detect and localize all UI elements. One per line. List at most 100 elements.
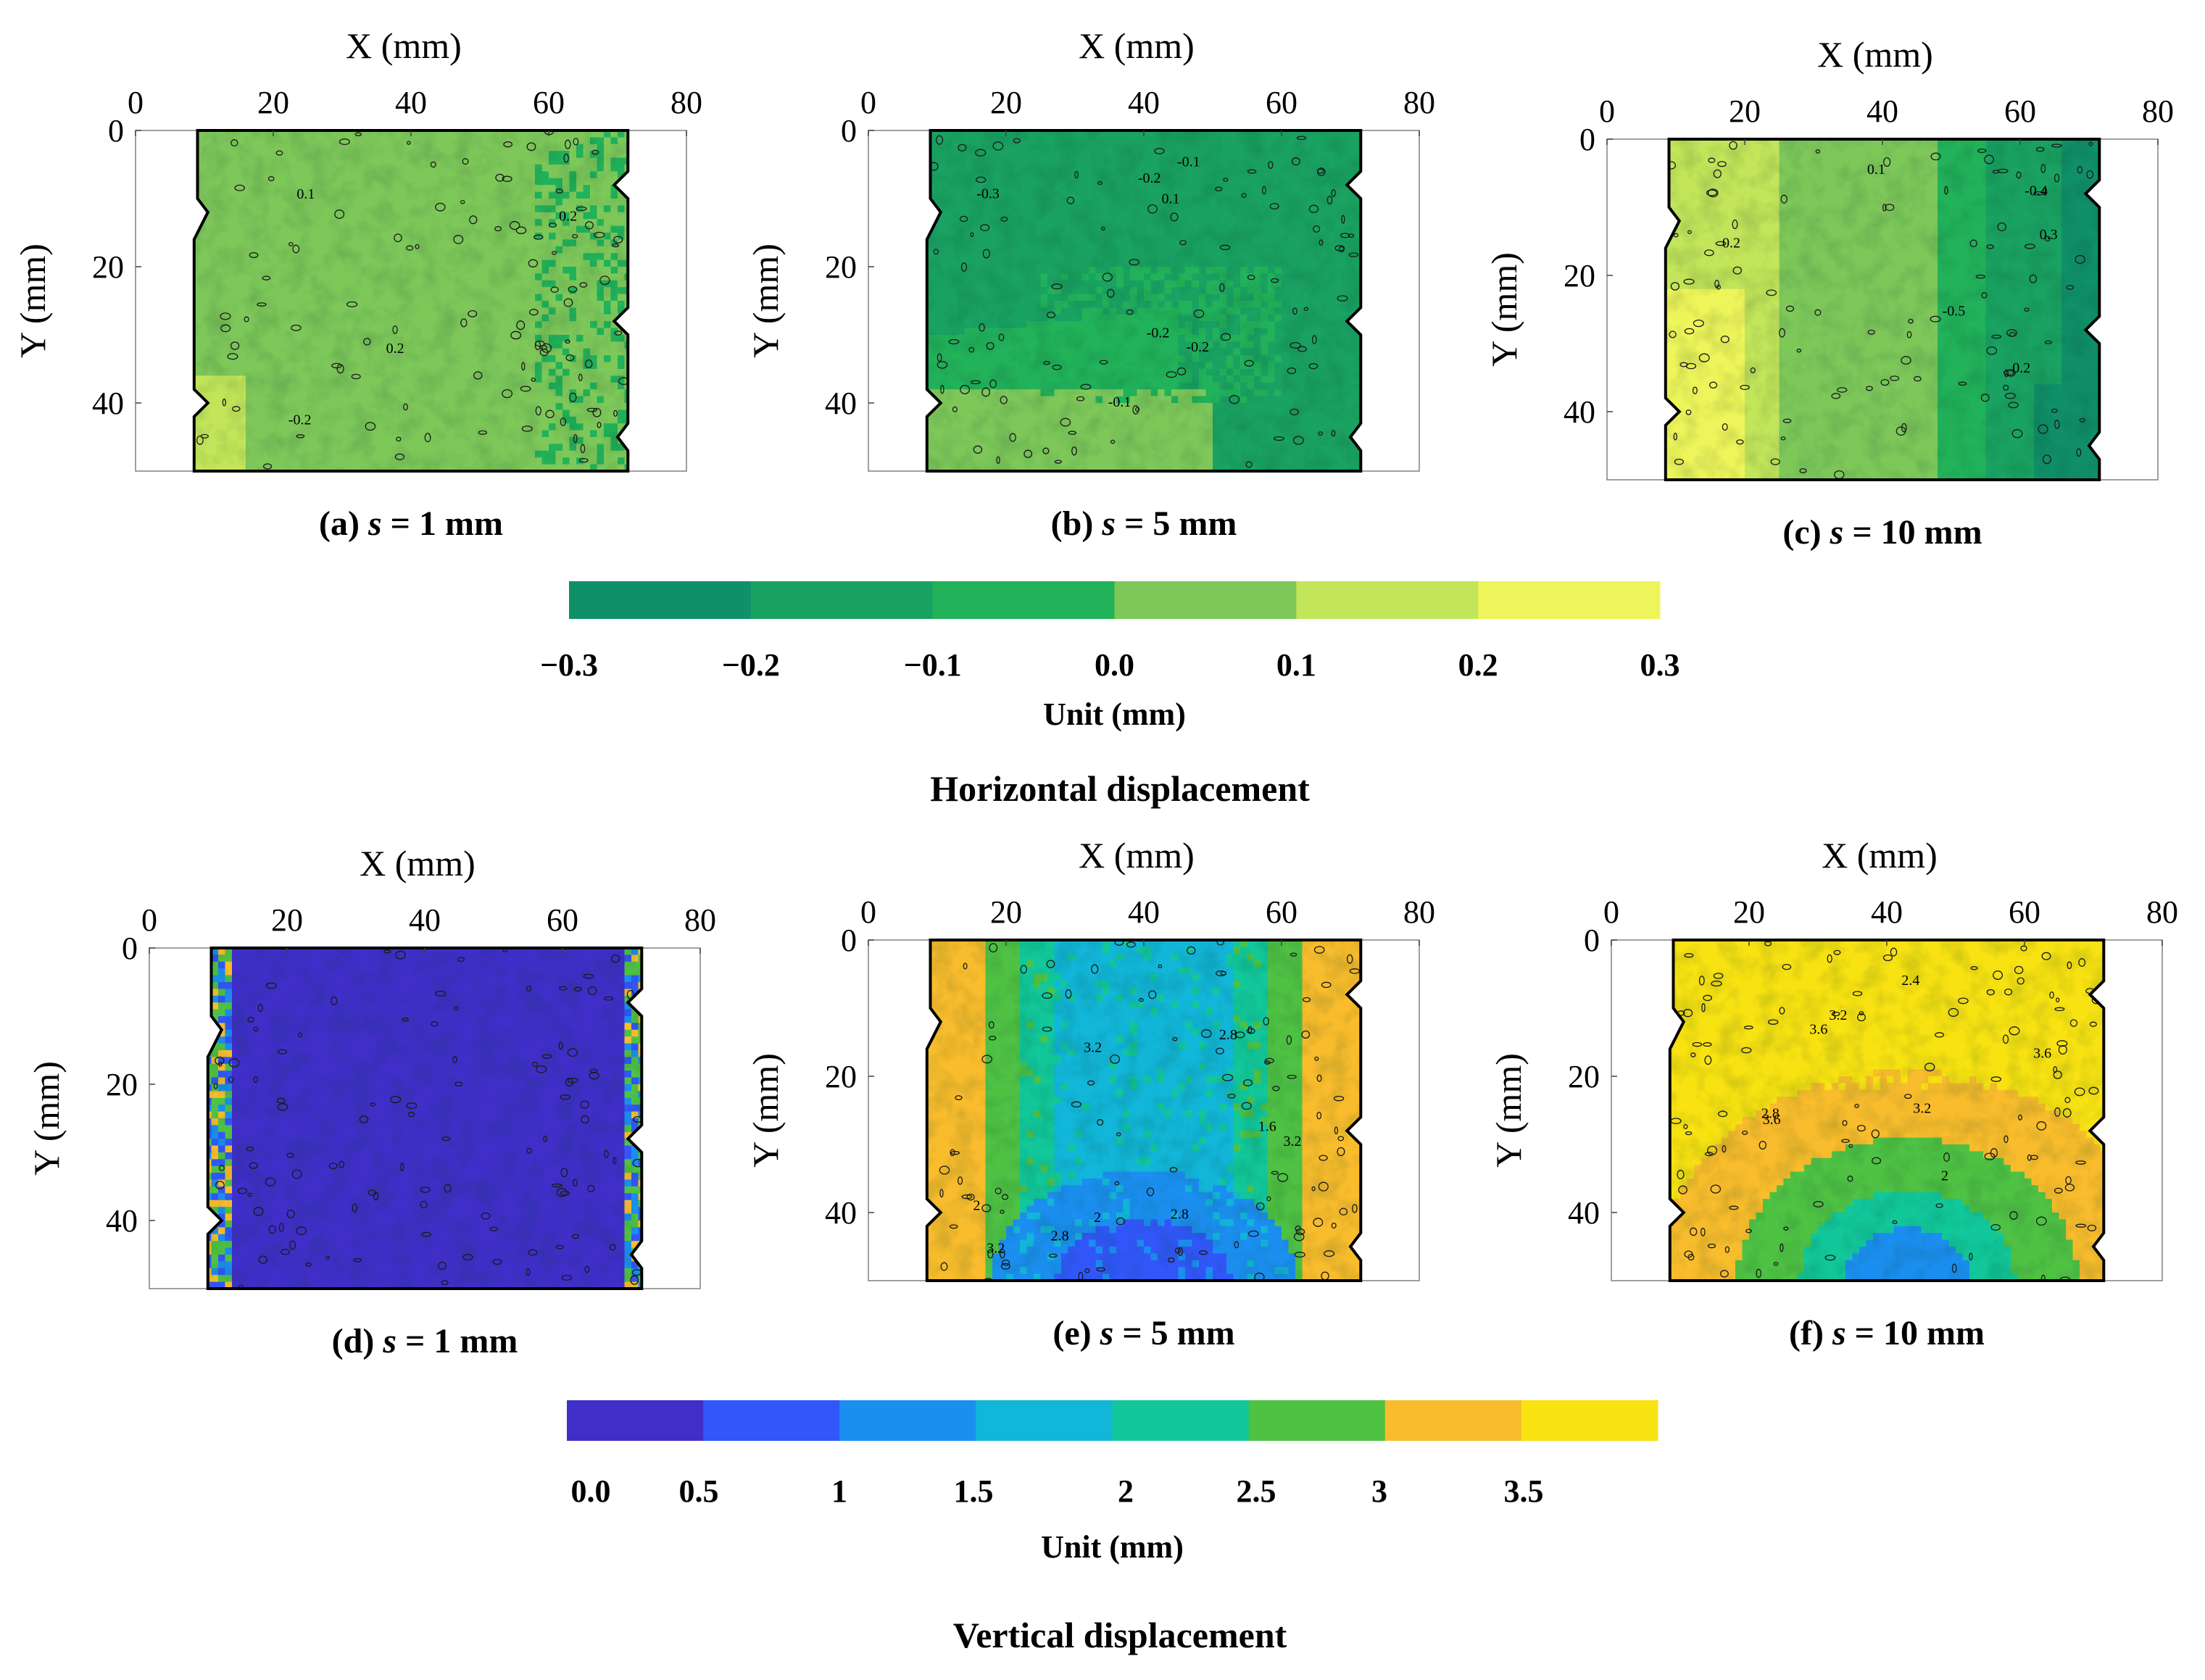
contour-ring [541,343,552,353]
contour-ring [473,371,483,380]
contour-label: 0.2 [386,341,404,357]
texture [194,130,628,471]
contour-label: 0.1 [296,186,315,202]
y-tick-label: 20 [92,249,124,285]
specimen-outline [192,129,630,473]
contour-ring [565,354,575,362]
contour-ring [584,359,593,369]
panel-b: -0.3-0.2-0.2-0.2-0.1-0.10.10 20 40 60 800204… [745,25,1435,543]
contour-ring [354,132,362,136]
contour-ring [346,301,358,307]
contour-ring [502,175,512,183]
contour-ring [435,202,446,212]
contour-ring [291,324,302,331]
contour-ring [578,373,583,381]
contour-ring [392,325,398,334]
contour-ring [365,422,376,431]
contour-ring [495,173,504,182]
contour-ring [573,433,578,444]
contour-ring [403,403,408,411]
contour-ring [351,373,361,380]
contour-ring [460,318,468,328]
contour-ring [521,362,526,371]
contour-ring [363,338,371,346]
contour-ring [516,320,526,330]
contour-ring [394,453,405,460]
contour-ring [531,377,536,382]
contour-ring [262,275,271,280]
contour-ring [520,386,531,392]
contour-ring [230,341,240,350]
contour-ring [535,406,541,416]
panel-caption: (a) s = 1 mm [319,504,503,543]
contour-ring [232,406,241,412]
contour-ring [339,138,350,146]
contour-ring [552,251,557,255]
contour-ring [560,417,567,426]
contour-ring [597,421,602,428]
contour-ring [502,388,513,399]
contour-ring [249,251,259,259]
contour-ring [539,348,549,357]
x-tick-label: 80 [670,85,702,120]
contour-ring [231,139,238,147]
contour-ring [521,425,533,432]
contour-ring [244,316,249,323]
contour-ring [494,226,502,232]
contour-ring [406,245,414,251]
contour-ring [296,434,305,438]
contour-ring [510,330,522,340]
x-tick-label: 0 [128,85,144,120]
contour-ring [573,138,579,146]
contour-ring [613,409,618,417]
contour-ring [586,407,597,412]
contour-ring [460,199,465,204]
contour-ring [599,275,610,286]
contour-ring [430,161,436,168]
contour-ring [220,312,231,320]
contour-ring [468,309,478,317]
contour-ring [469,215,478,225]
x-tick-label: 40 [395,85,427,120]
contour-ring [415,244,420,249]
contour-ring [526,142,536,151]
contour-ring [196,435,204,445]
contour-ring [572,233,578,238]
contour-ring [462,158,469,165]
contour-ring [478,430,488,435]
contour-ring [222,399,226,407]
contour-ring [453,235,464,244]
contour-ring [548,223,557,228]
contour-ring [613,236,623,244]
contour-field [926,130,1361,471]
contour-ring [288,241,294,246]
y-axis-title: Y (mm) [12,244,53,358]
caption-prefix: (a) [319,504,368,543]
contour-ring [515,226,527,235]
contour-ring [568,286,578,293]
contour-ring [565,339,570,344]
contour-ring [591,149,599,155]
caption-suffix: = 1 mm [382,504,503,543]
contour-ring [528,309,539,316]
contour-ring [234,184,246,191]
contour-ring [580,444,586,454]
contour-ring [424,433,431,443]
contour-ring [503,141,513,148]
contour-ring [550,286,559,293]
x-axis-title: X (mm) [346,25,462,66]
contour-ring [334,209,345,219]
contour-ring [336,364,344,374]
contour-ring [220,324,231,333]
y-tick-label: 40 [92,386,124,421]
caption-variable: s [368,504,382,543]
x-tick-label: 60 [533,85,565,120]
contour-field [194,130,628,471]
contour-ring [407,141,411,145]
contour-ring [545,409,555,419]
contour-ring [563,298,573,307]
contour-ring [563,153,570,163]
contour-ring [585,221,594,230]
